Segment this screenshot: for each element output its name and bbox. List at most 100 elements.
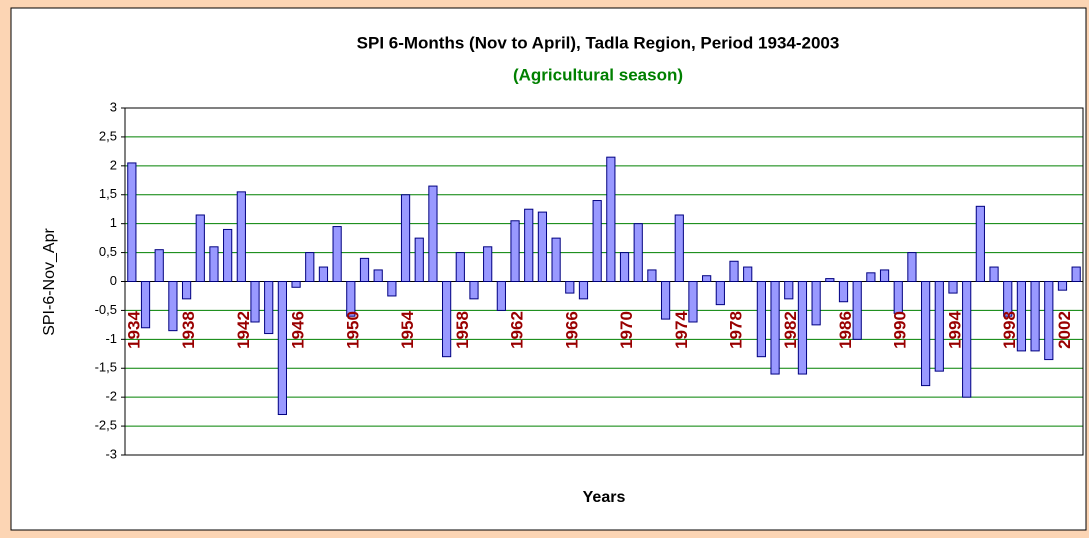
x-tick-label: 1938 [179,311,198,349]
bar [921,281,931,387]
bar [223,228,233,282]
bar [387,281,397,297]
bar [838,281,849,303]
bar [1003,281,1013,317]
y-tick-label: 2,5 [99,128,117,143]
y-tick-label: -2 [105,389,117,404]
bar [195,214,205,282]
x-tick-label: 2002 [1055,311,1074,349]
bar [825,278,835,283]
bar [373,269,383,282]
bar [1030,281,1040,352]
bar [537,211,548,283]
bar [715,281,725,306]
bar [606,156,616,283]
x-tick-label: 1994 [945,311,964,349]
bar [784,281,794,300]
bar [359,257,370,283]
bar [565,281,575,294]
x-tick-label: 1962 [508,311,527,349]
bar [907,252,917,282]
bar [1016,281,1027,352]
bar [236,191,246,283]
bar [647,269,657,282]
bar [524,208,534,282]
x-tick-label: 1970 [617,311,636,349]
x-tick-label: 1954 [398,311,417,349]
bar [934,281,944,372]
bar [619,252,630,282]
y-axis-title: SPI-6-Nov_Apr [41,228,58,336]
chart-title: SPI 6-Months (Nov to April), Tadla Regio… [357,33,840,52]
bar [743,266,753,282]
bar [989,266,999,282]
x-tick-label: 1986 [836,311,855,349]
bar [442,281,452,358]
x-tick-label: 1998 [1000,311,1019,349]
bar [264,281,274,335]
x-tick-label: 1990 [891,311,910,349]
bar [633,223,643,283]
bar [975,205,985,282]
bar [852,281,862,340]
y-tick-label: -3 [105,446,117,461]
bar [332,226,342,282]
bar [688,281,698,323]
x-tick-label: 1978 [726,311,745,349]
y-tick-label: -0,5 [95,302,117,317]
chart-subtitle: (Agricultural season) [513,65,683,84]
y-tick-label: 0,5 [99,244,117,259]
bar [414,237,424,282]
bar [551,237,561,282]
bar [209,246,219,283]
bar [879,269,890,282]
y-tick-label: 0 [110,273,117,288]
x-tick-label: 1950 [343,311,362,349]
bar [455,252,465,282]
y-tick-label: -2,5 [95,418,117,433]
bar [469,281,479,300]
bar [770,281,780,375]
x-tick-label: 1974 [672,311,691,349]
y-tick-label: -1 [105,331,117,346]
bar [797,281,808,375]
y-tick-label: 1 [110,215,117,230]
bar [510,220,520,282]
x-tick-label: 1958 [453,311,472,349]
bar [318,266,329,282]
x-tick-label: 1946 [289,311,308,349]
bar [305,252,315,282]
bar [660,281,671,320]
bar [181,281,192,300]
x-tick-label: 1942 [234,311,253,349]
bar [674,214,684,282]
y-tick-label: 1,5 [99,186,117,201]
y-tick-label: 3 [110,99,117,114]
x-tick-label: 1982 [781,311,800,349]
bar [948,281,958,294]
bar [428,185,438,282]
bar [756,281,766,358]
bar [483,246,493,283]
x-axis-title: Years [583,489,626,506]
bar [1057,281,1068,291]
bar [168,281,178,332]
bar [962,281,972,398]
bar [893,281,903,314]
bar [496,281,506,311]
bar [250,281,260,323]
bar [592,200,602,283]
bar [277,281,287,416]
x-tick-label: 1934 [124,311,143,349]
bar [866,272,876,283]
bar [127,162,137,282]
bar [291,281,301,288]
y-tick-label: -1,5 [95,360,117,375]
bar [702,275,712,283]
bar [1071,266,1081,282]
bar [140,281,151,329]
bar [400,194,411,282]
x-tick-label: 1966 [562,311,581,349]
